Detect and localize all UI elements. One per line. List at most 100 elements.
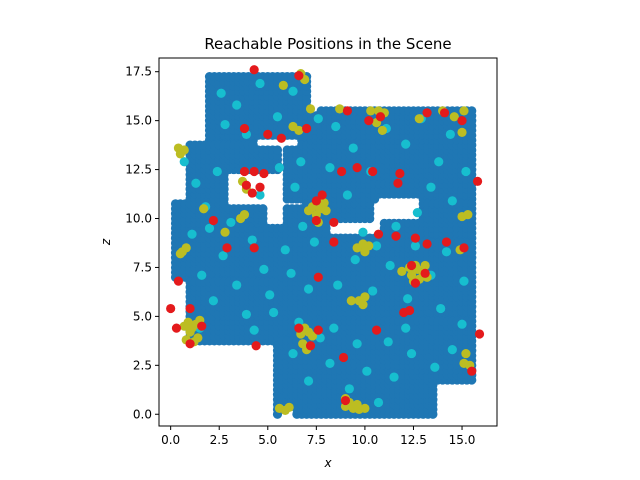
- scatter-point-series-1: [232, 100, 242, 110]
- scatter-point-series-1: [352, 339, 362, 349]
- scatter-point-series-3: [329, 237, 339, 247]
- scatter-point-series-1: [331, 121, 341, 132]
- scatter-point-series-1: [368, 286, 378, 296]
- scatter-point-series-3: [166, 303, 176, 314]
- scatter-point-series-1: [333, 280, 343, 290]
- scatter-point-series-2: [459, 106, 469, 116]
- scatter-point-series-1: [385, 260, 395, 271]
- scatter-point-series-1: [272, 112, 283, 122]
- scatter-point-series-2: [335, 104, 345, 114]
- axes-frame: [158, 57, 498, 427]
- scatter-point-series-1: [406, 348, 417, 359]
- scatter-point-series-1: [288, 86, 298, 96]
- y-tick-label: 12.5: [125, 163, 152, 177]
- scatter-point-series-1: [298, 221, 308, 231]
- scatter-point-series-3: [276, 133, 286, 143]
- scatter-point-series-1: [410, 241, 421, 251]
- scatter-point-series-1: [197, 270, 207, 280]
- points-layer: [166, 65, 485, 419]
- scatter-point-series-2: [360, 292, 370, 302]
- scatter-point-series-1: [403, 294, 413, 304]
- scatter-point-series-2: [239, 210, 250, 220]
- scatter-point-series-1: [358, 227, 368, 237]
- scatter-point-series-1: [457, 319, 467, 329]
- scatter-point-series-3: [171, 323, 182, 333]
- scatter-point-series-3: [459, 243, 469, 253]
- scatter-point-series-2: [414, 114, 424, 124]
- x-tick-label: 10.0: [352, 433, 379, 447]
- scatter-point-series-1: [436, 303, 446, 314]
- x-tick-label: 5.0: [258, 433, 277, 447]
- scatter-point-series-3: [393, 178, 403, 188]
- scatter-point-series-1: [309, 237, 319, 247]
- scatter-point-series-1: [344, 384, 354, 394]
- scatter-point-series-3: [368, 166, 378, 177]
- scatter-point-series-1: [280, 245, 290, 255]
- scatter-point-series-3: [263, 129, 273, 139]
- scatter-point-series-3: [259, 168, 269, 179]
- scatter-point-series-3: [197, 321, 207, 331]
- scatter-point-series-3: [410, 233, 421, 243]
- scatter-point-series-1: [325, 358, 335, 368]
- scatter-point-series-3: [329, 217, 339, 228]
- scatter-point-series-3: [313, 272, 323, 282]
- scatter-point-series-1: [315, 333, 325, 343]
- scatter-point-series-1: [216, 88, 226, 98]
- scatter-point-series-3: [317, 190, 327, 200]
- scatter-point-series-1: [296, 157, 306, 167]
- scatter-point-series-3: [441, 237, 452, 247]
- scatter-point-series-3: [185, 339, 195, 349]
- scatter-point-series-2: [360, 403, 370, 413]
- scatter-point-series-2: [461, 348, 471, 359]
- chart-title: Reachable Positions in the Scene: [204, 35, 451, 53]
- scatter-point-series-1: [412, 208, 422, 218]
- scatter-point-series-1: [371, 241, 382, 251]
- x-tick-label: 0.0: [161, 433, 180, 447]
- scatter-point-series-2: [305, 104, 316, 114]
- scatter-point-series-1: [447, 196, 457, 206]
- scatter-point-series-3: [391, 231, 401, 241]
- y-axis-ticks: 0.0 2.5 5.0 7.5 10.0 12.5 15.0 17.5: [125, 65, 159, 421]
- scatter-point-series-1: [274, 163, 285, 173]
- scatter-point-series-1: [348, 143, 358, 153]
- scatter-point-series-1: [391, 221, 401, 231]
- scatter-point-series-3: [422, 108, 432, 118]
- scatter-point-series-2: [185, 327, 195, 337]
- scatter-point-series-1: [191, 178, 201, 188]
- y-tick-label: 5.0: [133, 309, 152, 323]
- scatter-point-series-3: [239, 123, 250, 134]
- scatter-point-series-2: [360, 247, 370, 257]
- scatter-point-series-3: [311, 215, 321, 226]
- scatter-point-series-1: [226, 217, 236, 228]
- scatter-point-series-3: [222, 243, 232, 253]
- scatter-point-series-2: [358, 300, 368, 310]
- scatter-point-series-1: [255, 78, 265, 89]
- scatter-point-series-2: [463, 210, 473, 220]
- scatter-point-series-3: [467, 366, 477, 376]
- scatter-point-series-3: [422, 239, 432, 249]
- y-tick-label: 7.5: [133, 260, 152, 274]
- scatter-point-series-1: [218, 251, 228, 261]
- plot-area: [158, 57, 498, 427]
- x-axis-ticks: 0.0 2.5 5.0 7.5 10.0 12.5 15.0: [161, 426, 475, 447]
- scatter-point-series-1: [445, 129, 455, 139]
- scatter-point-series-2: [181, 243, 191, 253]
- scatter-point-series-1: [303, 376, 314, 386]
- scatter-point-series-2: [352, 399, 362, 410]
- y-axis-label: z: [99, 238, 113, 246]
- scatter-point-series-0: [467, 199, 477, 209]
- scatter-point-series-1: [401, 139, 411, 149]
- scatter-point-series-1: [179, 157, 189, 167]
- scatter-point-series-3: [474, 329, 485, 339]
- scatter-point-series-3: [208, 215, 218, 226]
- scatter-point-series-0: [272, 145, 283, 155]
- scatter-point-series-2: [457, 127, 467, 137]
- scatter-point-series-1: [290, 182, 300, 192]
- scatter-point-series-2: [179, 145, 189, 155]
- scatter-point-series-1: [313, 114, 323, 124]
- scatter-point-series-1: [434, 157, 444, 167]
- y-tick-label: 15.0: [125, 114, 152, 128]
- scatter-point-series-2: [397, 266, 407, 276]
- scatter-point-series-1: [208, 296, 218, 306]
